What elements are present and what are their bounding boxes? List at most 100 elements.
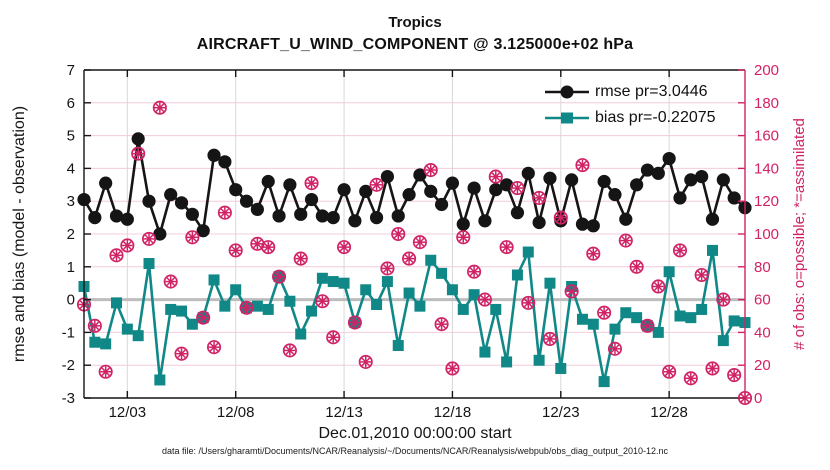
rmse-marker: [478, 214, 492, 228]
obs-marker: [456, 230, 471, 245]
obs-possible-circle-icon: [434, 317, 449, 332]
rmse-marker: [359, 184, 373, 198]
x-tick-label: 12/28: [650, 404, 688, 421]
bias-marker: [631, 312, 643, 324]
bias-marker: [360, 284, 372, 296]
obs-possible-circle-icon: [141, 231, 157, 246]
y-tick-label-left: -1: [62, 324, 75, 341]
rmse-marker: [510, 206, 525, 220]
obs-marker: [532, 190, 547, 205]
y-tick-label-right: 140: [754, 160, 779, 177]
obs-marker: [640, 318, 655, 333]
obs-marker: [152, 100, 167, 115]
obs-assimilated-asterisk-icon: [567, 287, 576, 296]
rmse-marker: [684, 173, 698, 187]
obs-marker: [445, 361, 460, 376]
rmse-marker: [543, 171, 557, 185]
rmse-marker: [402, 188, 416, 202]
rmse-marker: [586, 219, 600, 233]
obs-assimilated-asterisk-icon: [610, 344, 620, 354]
rmse-marker: [369, 211, 384, 225]
obs-possible-circle-icon: [369, 177, 384, 192]
obs-marker: [347, 315, 362, 330]
obs-assimilated-asterisk-icon: [188, 232, 197, 242]
bias-marker: [165, 303, 177, 315]
y-tick-label-right: 100: [754, 226, 779, 243]
x-axis-label: Dec.01,2010 00:00:00 start: [318, 425, 512, 442]
obs-marker: [597, 305, 612, 320]
obs-assimilated-asterisk-icon: [307, 178, 316, 188]
obs-possible-circle-icon: [499, 240, 514, 255]
bias-marker: [609, 323, 621, 335]
rmse-marker: [142, 194, 156, 208]
rmse-marker: [304, 192, 319, 207]
rmse-marker: [218, 155, 232, 169]
obs-assimilated-asterisk-icon: [404, 254, 414, 263]
obs-assimilated-asterisk-icon: [437, 319, 446, 329]
obs-possible-circle-icon: [575, 158, 590, 173]
obs-assimilated-asterisk-icon: [123, 241, 132, 250]
obs-assimilated-asterisk-icon: [653, 282, 663, 291]
x-tick-label: 12/23: [542, 404, 580, 421]
obs-possible-circle-icon: [542, 331, 558, 347]
obs-possible-circle-icon: [477, 292, 492, 307]
y-tick-label-left: 2: [67, 226, 75, 243]
obs-assimilated-asterisk-icon: [523, 298, 533, 308]
obs-possible-circle-icon: [326, 330, 341, 345]
bias-marker: [176, 305, 188, 317]
obs-assimilated-asterisk-icon: [469, 267, 479, 277]
obs-possible-circle-icon: [510, 181, 525, 196]
bias-marker: [316, 272, 328, 284]
obs-possible-circle-icon: [174, 346, 189, 361]
obs-assimilated-asterisk-icon: [101, 367, 111, 377]
rmse-marker: [619, 212, 633, 226]
obs-possible-circle-icon: [586, 246, 601, 261]
obs-possible-circle-icon: [564, 284, 579, 299]
obs-marker: [217, 205, 232, 220]
bias-marker: [728, 315, 740, 327]
rmse-marker: [413, 168, 427, 182]
bias-marker: [121, 323, 133, 335]
y-tick-label-right: 160: [754, 128, 779, 145]
obs-assimilated-asterisk-icon: [285, 346, 295, 355]
rmse-marker: [500, 178, 514, 192]
rmse-marker: [651, 166, 665, 180]
obs-marker: [109, 248, 124, 263]
y-tick-label-right: 200: [754, 62, 779, 79]
rmse-marker: [434, 197, 449, 212]
bias-legend-marker-icon: [545, 112, 589, 124]
obs-marker: [694, 267, 709, 283]
obs-assimilated-asterisk-icon: [534, 193, 544, 203]
obs-marker: [141, 231, 157, 246]
obs-marker: [672, 243, 688, 258]
obs-assimilated-asterisk-icon: [361, 357, 371, 367]
obs-assimilated-asterisk-icon: [621, 236, 631, 245]
bias-marker: [403, 287, 415, 299]
bias-marker: [186, 318, 198, 330]
obs-marker: [271, 269, 287, 284]
y-tick-label-left: 6: [67, 95, 75, 112]
obs-marker: [553, 210, 568, 225]
obs-marker: [586, 246, 601, 261]
obs-marker: [705, 361, 720, 376]
obs-assimilated-asterisk-icon: [578, 160, 587, 170]
page-title: Tropics: [388, 14, 442, 31]
obs-marker: [542, 331, 558, 347]
bias-marker: [555, 362, 567, 374]
obs-marker: [206, 340, 222, 355]
obs-marker: [727, 367, 742, 383]
obs-assimilated-asterisk-icon: [415, 237, 425, 247]
obs-possible-circle-icon: [445, 361, 460, 376]
obs-marker: [575, 158, 590, 173]
bias-marker: [501, 356, 513, 368]
obs-marker: [98, 364, 113, 379]
obs-assimilated-asterisk-icon: [339, 242, 349, 252]
rmse-marker: [326, 211, 340, 225]
obs-marker: [315, 294, 330, 309]
bias-marker: [598, 376, 610, 388]
bias-marker: [533, 354, 545, 366]
obs-assimilated-asterisk-icon: [708, 364, 717, 373]
obs-possible-circle-icon: [206, 340, 222, 355]
rmse-marker: [185, 207, 199, 221]
y-tick-label-left: -2: [62, 357, 75, 374]
